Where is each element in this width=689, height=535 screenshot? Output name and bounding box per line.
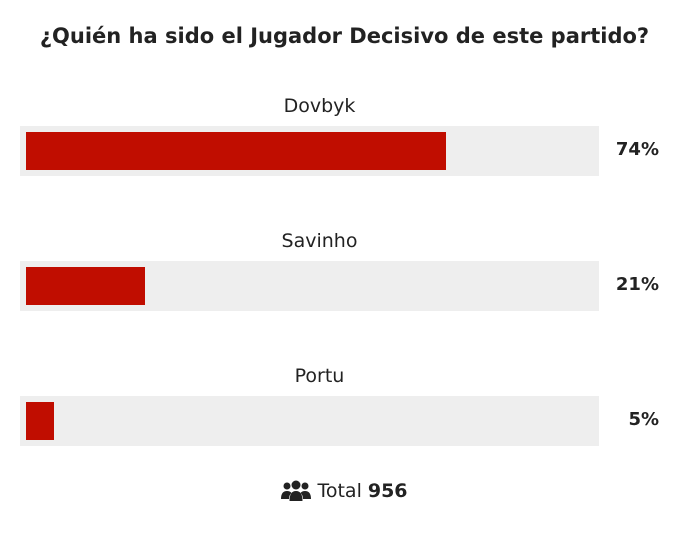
option-bar-track[interactable] bbox=[20, 126, 599, 176]
poll-total: Total 956 bbox=[0, 480, 689, 502]
option-bar-track[interactable] bbox=[20, 396, 599, 446]
option-label: Savinho bbox=[281, 230, 358, 252]
poll-option-dovbyk[interactable]: Dovbyk 74% bbox=[0, 95, 689, 195]
total-value: 956 bbox=[367, 480, 408, 502]
option-percent: 5% bbox=[628, 409, 659, 430]
poll-title: ¿Quién ha sido el Jugador Decisivo de es… bbox=[39, 24, 650, 48]
option-label: Portu bbox=[294, 365, 345, 387]
users-icon bbox=[281, 480, 312, 502]
option-percent: 21% bbox=[615, 274, 659, 295]
poll-option-portu[interactable]: Portu 5% bbox=[0, 365, 689, 465]
option-bar-track[interactable] bbox=[20, 261, 599, 311]
poll-option-savinho[interactable]: Savinho 21% bbox=[0, 230, 689, 330]
total-label: Total bbox=[317, 480, 362, 502]
option-label: Dovbyk bbox=[283, 95, 356, 117]
option-bar-fill bbox=[26, 402, 54, 440]
option-bar-fill bbox=[26, 267, 145, 305]
option-bar-fill bbox=[26, 132, 446, 170]
option-percent: 74% bbox=[615, 139, 659, 160]
